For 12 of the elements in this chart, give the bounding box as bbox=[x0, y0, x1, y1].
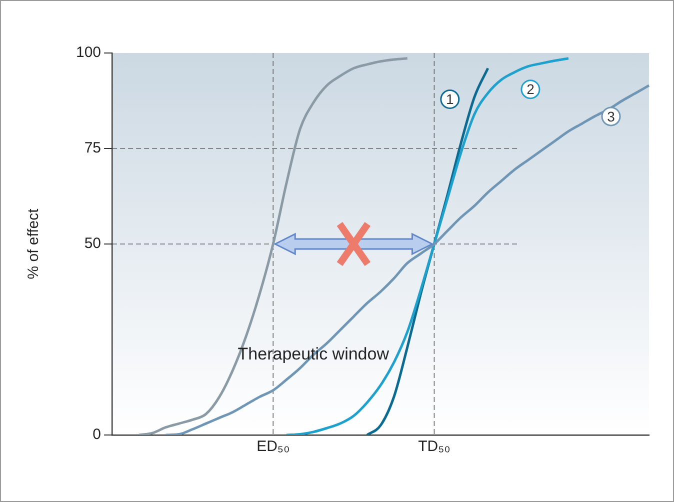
y-tick-label: 50 bbox=[84, 235, 102, 252]
x-tick-label: TD₅₀ bbox=[418, 438, 450, 456]
series-label: 1 bbox=[446, 91, 454, 108]
x-tick-label: ED₅₀ bbox=[256, 438, 290, 456]
y-axis-title: % of effect bbox=[25, 208, 42, 280]
y-tick-label: 100 bbox=[76, 44, 102, 62]
line-series bbox=[164, 84, 650, 435]
line-series bbox=[138, 57, 409, 435]
y-tick-label: 0 bbox=[92, 426, 102, 444]
y-tick-label: 75 bbox=[84, 140, 102, 157]
series-label: 2 bbox=[526, 81, 535, 98]
series-label: 3 bbox=[607, 108, 616, 124]
